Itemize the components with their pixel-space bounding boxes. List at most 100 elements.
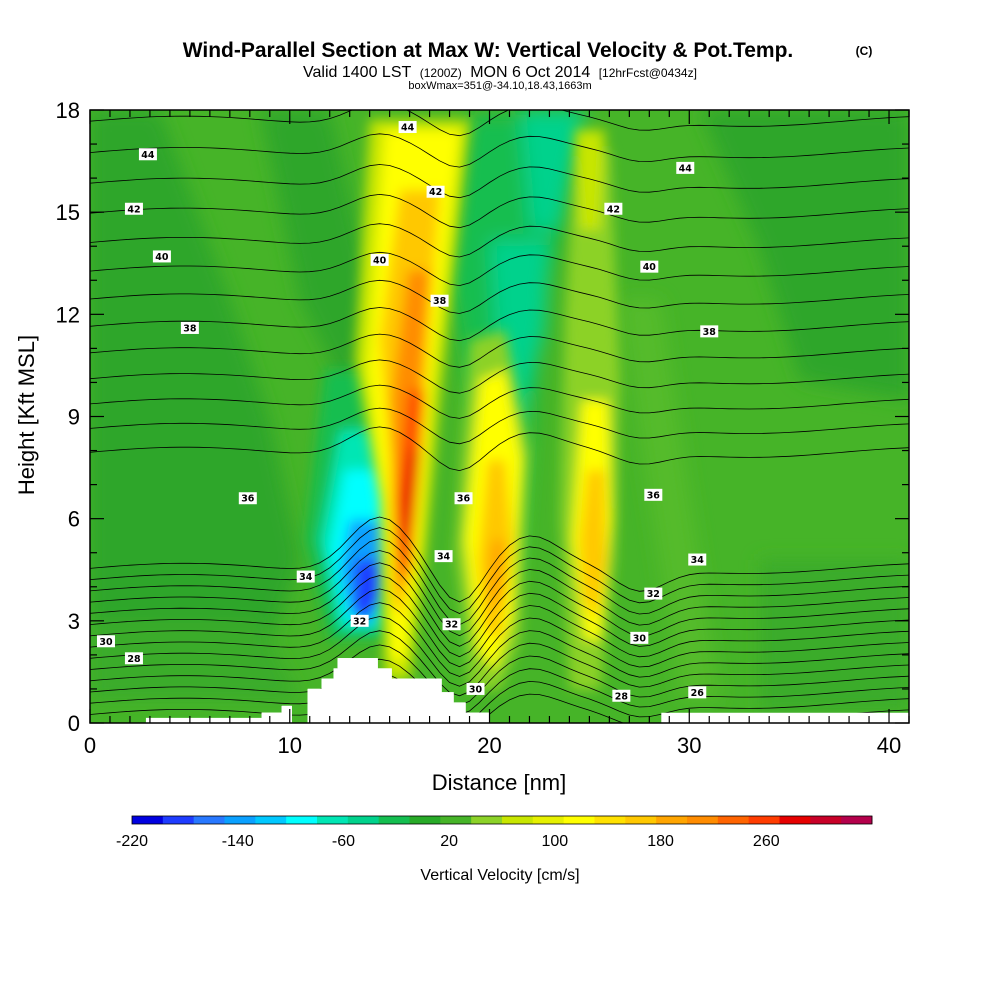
colorbar-tick-label: -140 [222, 833, 254, 850]
contour-label-text: 28 [615, 691, 629, 702]
contour-label-text: 36 [647, 490, 661, 501]
subtitle-utc: (1200Z) [420, 66, 462, 80]
y-tick-label: 9 [68, 405, 80, 430]
theta-contour-line [90, 426, 909, 472]
theta-contour-line [90, 658, 909, 716]
y-tick-label: 6 [68, 507, 80, 532]
chart-title: Wind-Parallel Section at Max W: Vertical… [183, 39, 794, 62]
contour-label-text: 32 [445, 620, 458, 631]
theta-contour-line [90, 562, 909, 647]
contour-label: 44 [676, 161, 695, 174]
contour-label-box [370, 253, 389, 266]
theta-contour-line [90, 550, 909, 637]
chart-subtitle: Valid 1400 LST (1200Z) MON 6 Oct 2014 [1… [303, 64, 697, 81]
contour-label: 30 [466, 682, 485, 695]
contour-label-text: 36 [241, 494, 255, 505]
contour-label-text: 44 [679, 163, 693, 174]
contour-label: 26 [688, 686, 707, 699]
zone-left-dark [90, 110, 300, 700]
theta-contour-line [90, 223, 909, 258]
colorbar-tick-label: 100 [542, 833, 569, 850]
zone-upper-band [260, 110, 380, 400]
colorbar-swatch [224, 816, 256, 824]
contour-label-text: 40 [373, 255, 387, 266]
contour-label: 44 [398, 121, 417, 134]
colorbar-swatch [440, 816, 472, 824]
colorbar-tick-label: 180 [647, 833, 674, 850]
colorbar-swatch [779, 816, 811, 824]
u3-gold [580, 470, 606, 620]
contour-labels: 44 44 44 42 42 42 40 40 40 38 38 38 36 36 36 34 34 34 32 32… [96, 121, 719, 702]
colorbar-swatch [502, 816, 534, 824]
theta-contour-line [90, 133, 909, 168]
colorbar-tick-label: 20 [440, 833, 458, 850]
y-tick-label: 0 [68, 711, 80, 736]
subtitle-date: MON 6 Oct 2014 [470, 64, 590, 81]
contour-label: 34 [434, 550, 453, 563]
contour-label: 30 [96, 635, 115, 648]
contour-label: 32 [442, 618, 461, 631]
y-tick-label: 15 [56, 200, 80, 225]
contour-label: 42 [604, 202, 623, 215]
contour-label-text: 42 [607, 204, 620, 215]
colorbar-swatch [347, 816, 380, 824]
contour-label: 28 [124, 652, 143, 665]
contour-label: 34 [688, 553, 707, 566]
contour-label: 40 [640, 260, 659, 273]
colorbar-swatch [471, 816, 503, 824]
contour-label-text: 32 [647, 589, 660, 600]
contour-label: 38 [700, 325, 719, 338]
contour-label-box [700, 325, 719, 338]
contour-label-box [96, 635, 115, 648]
contour-label-text: 34 [299, 572, 313, 583]
x-tick-label: 0 [84, 733, 96, 758]
contour-label-box [398, 121, 417, 134]
contour-label: 38 [180, 321, 199, 334]
contour-label-box [640, 260, 659, 273]
colorbar-swatch [317, 816, 349, 824]
colorbar-tick-label: 260 [753, 833, 780, 850]
colorbar-swatch [717, 816, 750, 824]
theta-contour-line [90, 193, 909, 229]
theta-contour-line [90, 516, 909, 603]
colorbar-swatch [625, 816, 657, 824]
contour-label-box [426, 185, 445, 198]
contour-label-text: 38 [183, 323, 197, 334]
contour-label-box [688, 686, 707, 699]
contour-label-box [604, 202, 623, 215]
contour-label: 32 [644, 587, 663, 600]
u2-orange [488, 540, 505, 615]
y-tick-label: 18 [56, 98, 80, 123]
contour-label: 32 [350, 614, 369, 627]
contour-label-box [430, 294, 449, 307]
contour-label-text: 42 [127, 204, 140, 215]
terrain-left [145, 717, 262, 723]
contour-label-text: 42 [429, 187, 442, 198]
colorbar-swatch [748, 816, 780, 824]
colorbar-label: Vertical Velocity [cm/s] [420, 867, 579, 884]
theta-contours [90, 110, 909, 723]
contour-label: 42 [426, 185, 445, 198]
y-axis-label: Height [Kft MSL] [14, 335, 39, 495]
chart-subtitle-boxwmax: boxWmax=351@-34.10,18.43,1663m [408, 80, 591, 92]
theta-contour-line [90, 333, 909, 368]
contour-label-text: 30 [633, 633, 647, 644]
u3-upper [575, 130, 605, 230]
x-tick-label: 30 [677, 733, 701, 758]
colorbar-tick-label: -60 [332, 833, 355, 850]
contour-label-box [454, 492, 473, 505]
theta-contour-line [90, 359, 909, 394]
x-axis-label: Distance [nm] [432, 770, 567, 795]
theta-contour-line [90, 644, 909, 706]
colorbar-frame [131, 815, 873, 825]
contour-label-text: 30 [99, 637, 113, 648]
contour-label: 38 [430, 294, 449, 307]
theta-contour-line [90, 527, 909, 614]
contour-label-box [138, 148, 157, 161]
contour-label-box [612, 689, 631, 702]
colorbar-swatch [687, 816, 719, 824]
colorbar-swatch [532, 816, 565, 824]
contour-label-box [466, 682, 485, 695]
up-core [402, 450, 420, 560]
theta-contour-line [90, 630, 909, 697]
